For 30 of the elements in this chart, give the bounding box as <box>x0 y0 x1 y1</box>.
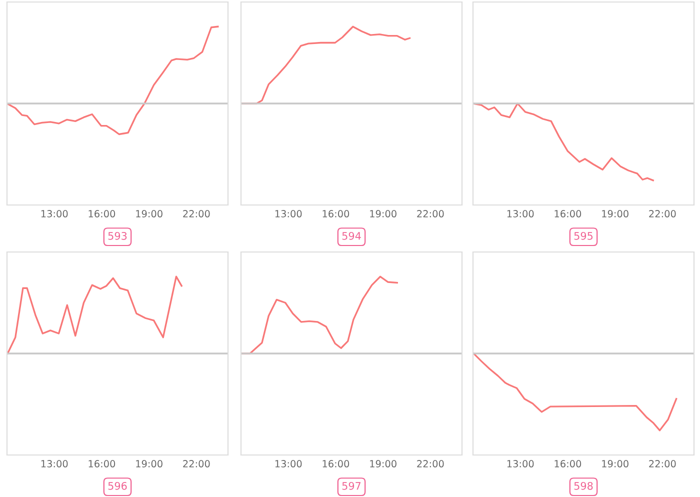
x-tick-label: 16:00 <box>88 460 116 468</box>
x-tick-label: 19:00 <box>370 460 396 468</box>
x-axis-title: 594 <box>342 232 361 240</box>
x-tick-label: 22:00 <box>417 460 444 468</box>
x-tick-label: 13:00 <box>507 210 534 218</box>
x-tick-label: 16:00 <box>322 460 350 468</box>
x-axis-title: 596 <box>108 482 127 490</box>
x-tick-label: 19:00 <box>602 460 628 468</box>
x-tick-label: 19:00 <box>602 210 628 218</box>
x-tick-label: 22:00 <box>649 460 676 468</box>
x-tick-label: 22:00 <box>183 210 210 218</box>
x-tick-label: 13:00 <box>507 460 534 468</box>
x-tick-label: 22:00 <box>417 210 444 218</box>
x-tick-label: 16:00 <box>554 460 582 468</box>
x-tick-label: 13:00 <box>41 460 68 468</box>
x-tick-label: 16:00 <box>88 210 116 218</box>
x-tick-label: 13:00 <box>275 460 302 468</box>
x-tick-label: 19:00 <box>370 210 396 218</box>
x-tick-label: 22:00 <box>183 460 210 468</box>
x-tick-label: 19:00 <box>136 210 162 218</box>
x-axis-title: 598 <box>574 482 593 490</box>
x-tick-label: 13:00 <box>275 210 302 218</box>
x-tick-label: 19:00 <box>136 460 162 468</box>
x-tick-label: 16:00 <box>322 210 350 218</box>
x-axis-title: 593 <box>108 232 127 240</box>
x-tick-label: 16:00 <box>554 210 582 218</box>
x-tick-label: 22:00 <box>649 210 676 218</box>
x-axis-title: 597 <box>342 482 361 490</box>
x-tick-label: 13:00 <box>41 210 68 218</box>
x-axis-title: 595 <box>574 232 593 240</box>
